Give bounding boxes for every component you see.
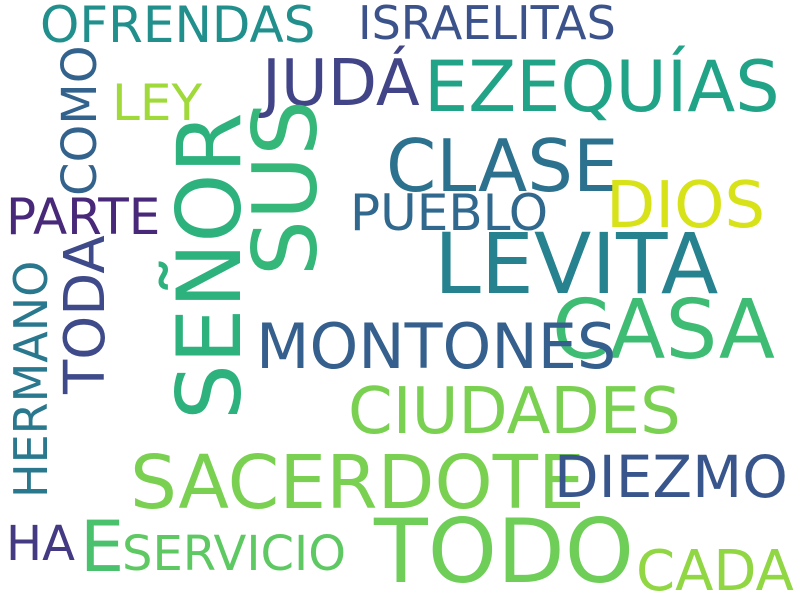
word-montones: MONTONES bbox=[256, 310, 617, 383]
word-dios: DIOS bbox=[606, 169, 766, 243]
word-sacerdote: SACERDOTE bbox=[130, 440, 585, 526]
word-todo: TODO bbox=[374, 500, 635, 600]
word-sus: SUS bbox=[234, 99, 337, 276]
word-clase: CLASE bbox=[386, 124, 619, 208]
word-como: COMO bbox=[52, 45, 108, 197]
word-ciudades: CIUDADES bbox=[348, 375, 681, 449]
word-hermano: HERMANO bbox=[4, 260, 58, 498]
word-ha: HA bbox=[6, 516, 75, 572]
word-ley: LEY bbox=[112, 74, 202, 132]
word-servicio: SERVICIO bbox=[122, 526, 346, 582]
word-levita: LEVITA bbox=[434, 215, 719, 313]
word-ofrendas: OFRENDAS bbox=[40, 0, 316, 54]
word-cada: CADA bbox=[636, 539, 794, 600]
word-parte: PARTE bbox=[6, 188, 161, 246]
word-casa: CASA bbox=[552, 283, 776, 378]
word-toda: TODA bbox=[53, 235, 118, 394]
word-pueblo: PUEBLO bbox=[350, 184, 549, 242]
word-e: E bbox=[80, 506, 125, 588]
word-israelitas: ISRAELITAS bbox=[358, 0, 616, 50]
word-juda: JUDÁ bbox=[262, 47, 420, 121]
word-diezmo: DIEZMO bbox=[554, 443, 788, 511]
word-ezequias: EZEQUÍAS bbox=[424, 46, 780, 128]
